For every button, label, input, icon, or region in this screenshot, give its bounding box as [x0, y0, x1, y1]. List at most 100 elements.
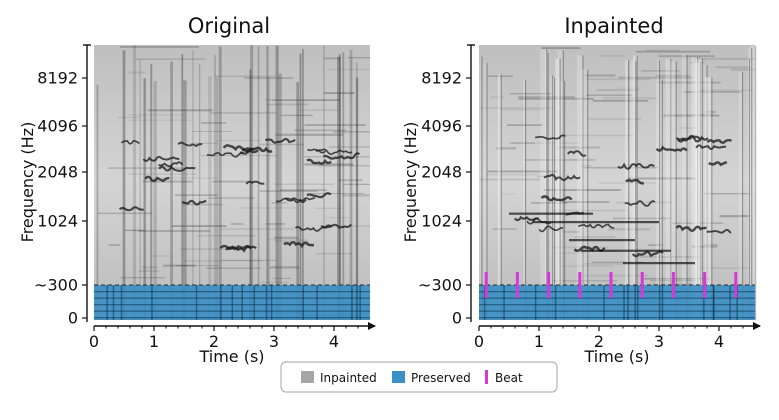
- spectro-streak: [269, 266, 300, 269]
- spectro-streak: [638, 256, 702, 258]
- spectro-sustain: [623, 262, 695, 265]
- spectro-onset: [691, 56, 698, 321]
- spectro-onset-edge: [706, 65, 708, 321]
- spectro-streak: [488, 75, 513, 77]
- spectro-streak: [124, 229, 146, 232]
- spectrogram-image: [94, 45, 370, 321]
- spectro-contour: [543, 173, 581, 182]
- spectro-onset: [483, 62, 487, 321]
- preserved-band-onset: [112, 285, 115, 320]
- spectro-onset: [296, 82, 300, 321]
- spectro-onset: [170, 61, 173, 320]
- spectro-onset-edge: [628, 60, 630, 321]
- spectro-onset: [150, 64, 153, 320]
- spectro-onset: [216, 76, 219, 320]
- spectro-streak: [588, 118, 642, 121]
- spectro-streak: [692, 113, 714, 116]
- spectro-onset-edge: [754, 45, 757, 320]
- spectro-streak: [212, 180, 249, 183]
- preserved-band: [479, 285, 755, 320]
- spectro-onset-edge: [562, 50, 564, 320]
- spectro-onset: [700, 65, 707, 321]
- spectro-streak: [259, 143, 305, 146]
- spectro-contour: [144, 175, 170, 183]
- spectro-onset-edge: [635, 61, 637, 320]
- preserved-band-onset: [634, 285, 636, 320]
- spectro-contour: [177, 141, 203, 148]
- y-tick-label: 1024: [421, 212, 462, 231]
- spectro-streak: [273, 183, 334, 185]
- spectro-streak: [525, 159, 596, 161]
- spectro-streak: [485, 173, 539, 176]
- spectro-streak: [689, 61, 705, 64]
- x-axis-label: Time (s): [583, 347, 649, 366]
- spectro-streak: [700, 89, 755, 92]
- preserved-band-onset: [736, 285, 738, 320]
- spectro-streak: [575, 236, 616, 239]
- spectro-streak: [642, 277, 710, 280]
- spectro-onset: [275, 45, 279, 320]
- spectro-onset-edge: [587, 69, 589, 321]
- spectro-contour: [540, 195, 573, 202]
- spectro-streak: [128, 119, 193, 121]
- y-tick-label: 1024: [37, 212, 78, 231]
- spectro-contour: [306, 192, 332, 199]
- preserved-band-onset: [220, 285, 222, 320]
- spectro-onset: [323, 46, 325, 321]
- y-tick-label: 8192: [37, 69, 78, 88]
- spectro-onset: [249, 69, 252, 320]
- spectro-onset: [665, 59, 671, 321]
- y-axis-label: Frequency (Hz): [401, 122, 420, 243]
- spectro-onset-edge: [699, 62, 702, 320]
- spectrogram-background: [94, 45, 370, 320]
- spectro-onset: [557, 50, 563, 320]
- x-tick-label: 3: [654, 332, 664, 351]
- preserved-band-onset: [265, 285, 268, 320]
- spectro-streak: [304, 155, 370, 158]
- spectro-streak: [265, 223, 285, 225]
- spectro-contour: [706, 228, 732, 234]
- spectro-onset-edge: [741, 71, 744, 320]
- spectro-streak: [180, 248, 247, 251]
- spectro-streak: [138, 270, 160, 272]
- spectro-streak: [299, 109, 339, 111]
- preserved-band-onset: [703, 285, 705, 320]
- spectro-streak: [314, 207, 346, 209]
- spectro-streak: [658, 55, 715, 57]
- spectro-streak: [492, 228, 517, 231]
- spectro-contour: [538, 225, 564, 233]
- spectro-onset: [208, 76, 212, 320]
- spectro-contour: [275, 197, 307, 204]
- spectro-streak: [273, 240, 309, 242]
- spectro-onset-edge: [711, 77, 713, 320]
- overlay-layer: [479, 272, 755, 298]
- spectro-streak: [501, 193, 516, 195]
- y-tick-label: ~300: [418, 276, 462, 295]
- spectro-streak: [601, 54, 625, 57]
- spectro-contour: [706, 139, 732, 144]
- spectro-streak: [190, 142, 218, 144]
- spectro-onset: [192, 50, 194, 321]
- spectro-streak: [128, 114, 185, 116]
- spectro-streak: [267, 238, 307, 240]
- spectro-onset-edge: [658, 60, 661, 320]
- spectro-streak: [311, 193, 365, 195]
- spectro-streak: [200, 122, 227, 124]
- spectro-onset: [153, 81, 157, 320]
- spectro-contour: [181, 199, 207, 206]
- spectro-streak: [162, 264, 196, 267]
- spectro-streak: [552, 246, 609, 249]
- spectro-streak: [479, 178, 541, 181]
- spectro-streak: [316, 253, 353, 255]
- beat-marker: [734, 272, 738, 298]
- spectro-onset: [748, 47, 752, 321]
- x-tick-label: 4: [329, 332, 339, 351]
- spectro-streak: [342, 194, 370, 197]
- legend-label-inpainted: Inpainted: [320, 371, 377, 385]
- spectro-streak: [557, 134, 635, 137]
- spectro-onset: [96, 84, 99, 321]
- spectro-contour: [222, 144, 254, 152]
- spectro-contour: [675, 224, 707, 232]
- spectro-streak: [704, 110, 716, 114]
- spectro-onset-edge: [486, 62, 488, 321]
